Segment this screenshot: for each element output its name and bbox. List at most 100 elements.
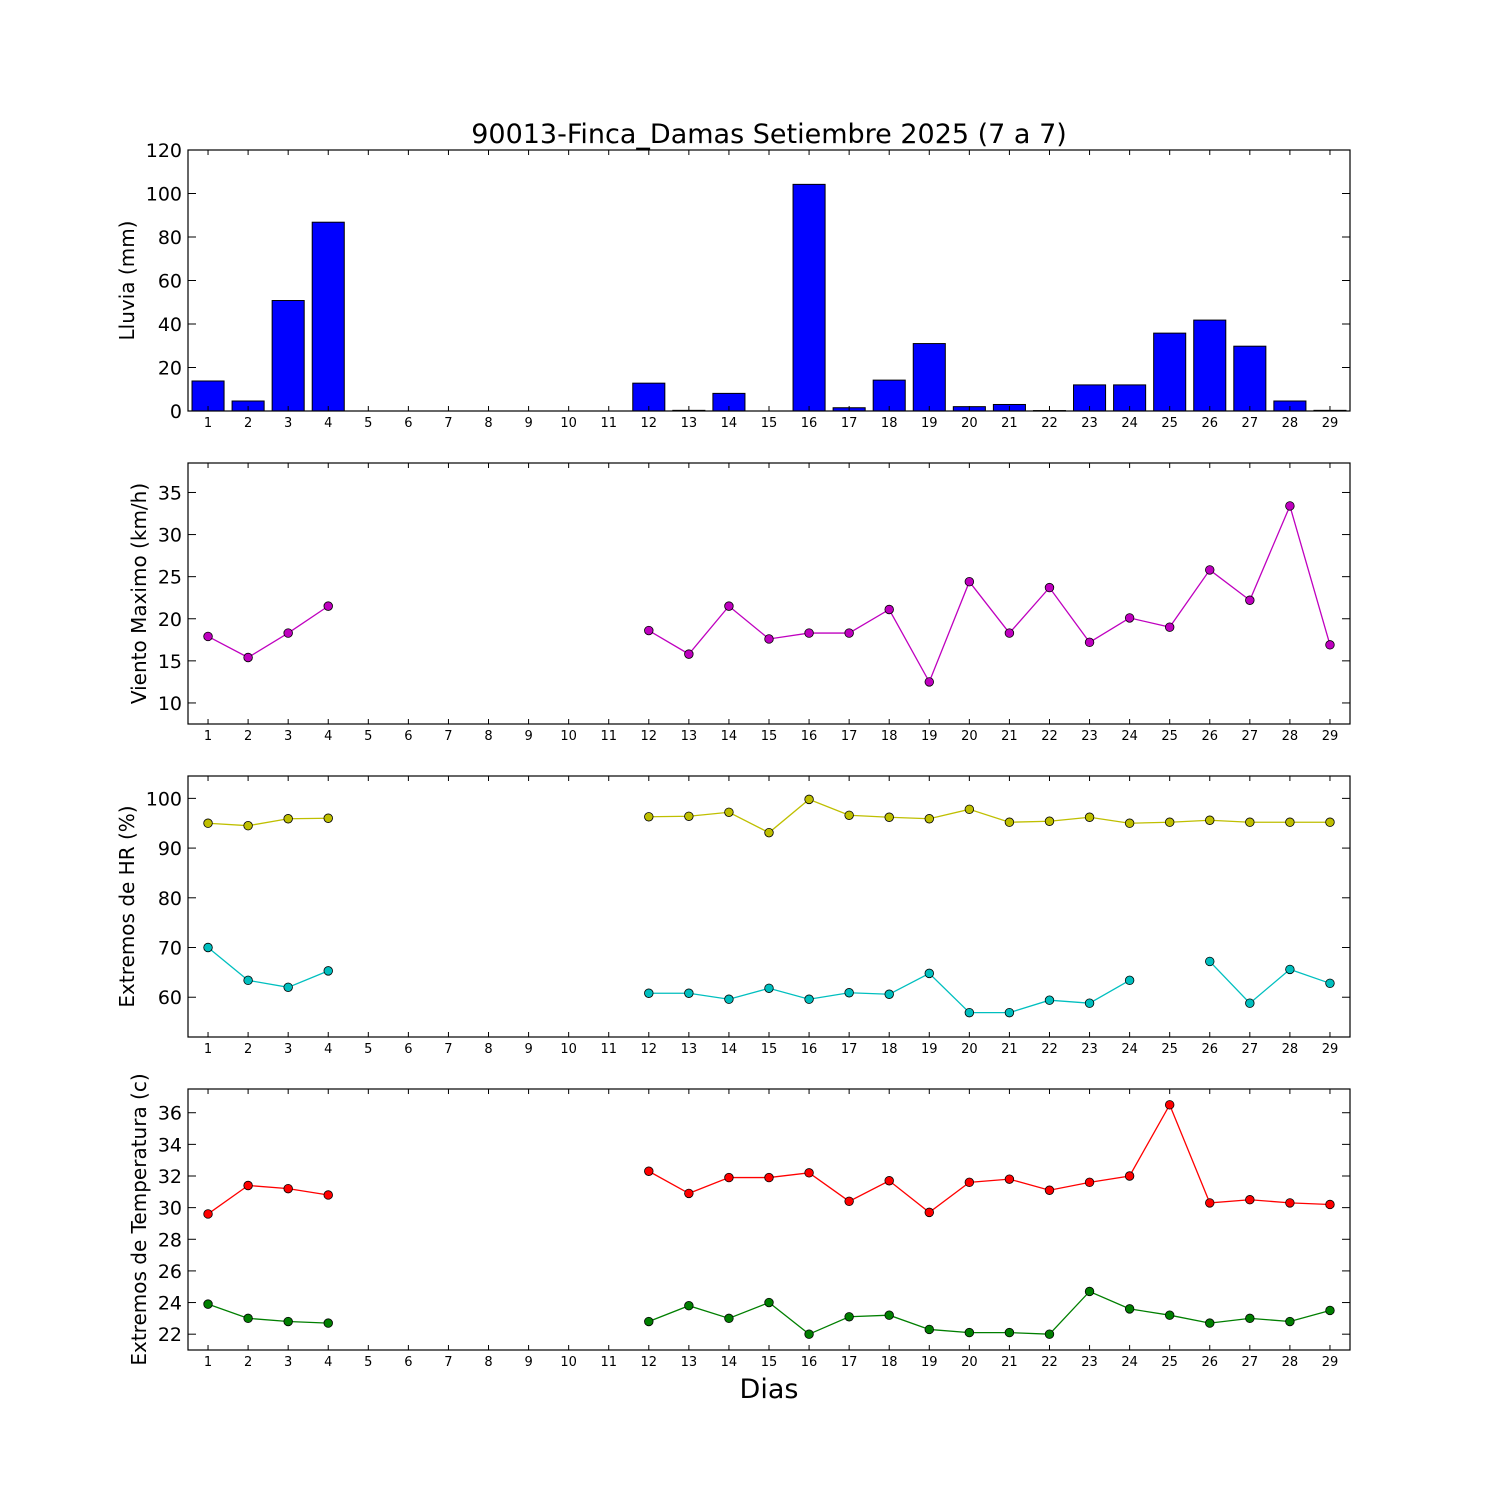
series-1-point-day-2: [243, 821, 253, 831]
y-axis-label: Extremos de Temperatura (c): [127, 1073, 151, 1365]
series-1-point-day-18: [884, 812, 894, 822]
bar-day-1: [191, 380, 225, 412]
y-tick-label: 70: [158, 938, 182, 960]
series-1-point-day-17: [844, 1196, 854, 1207]
series-1-point-day-1: [203, 818, 213, 828]
x-tick-label: 24: [1121, 1042, 1138, 1057]
y-tick-label: 60: [158, 271, 182, 293]
x-tick-label: 1: [204, 1042, 212, 1057]
series-1-point-day-15: [764, 827, 774, 838]
x-tick-label: 23: [1081, 1042, 1098, 1057]
bar-day-4: [311, 221, 345, 412]
x-tick-label: 28: [1282, 729, 1299, 744]
series-1-point-day-21: [1004, 817, 1015, 827]
series-2-point-day-21: [1004, 1007, 1015, 1018]
x-tick-label: 5: [364, 1042, 372, 1057]
series-1-point-day-24: [1124, 1171, 1135, 1181]
x-tick-label: 18: [881, 729, 898, 744]
series-1-point-day-28: [1285, 817, 1295, 827]
x-tick-label: 5: [364, 416, 372, 431]
series-1-point-day-13: [684, 1188, 694, 1199]
x-tick-label: 16: [801, 416, 818, 431]
series-1-point-day-25: [1164, 1100, 1175, 1110]
x-tick-label: 6: [404, 729, 412, 744]
series-1-point-day-3: [283, 1183, 293, 1194]
series-1-point-day-23: [1084, 637, 1095, 648]
series-2-point-day-13: [684, 1301, 694, 1311]
x-tick-label: 3: [284, 1042, 292, 1057]
series-2-point-day-23: [1084, 998, 1095, 1008]
x-tick-label: 10: [560, 729, 577, 744]
series-2-point-day-3: [283, 1316, 293, 1327]
series-1-point-day-28: [1285, 501, 1295, 511]
series-1-point-day-20: [964, 577, 975, 587]
series-1-point-day-22: [1044, 1185, 1055, 1195]
series-1-point-day-4: [323, 601, 333, 611]
series-1-point-day-12: [644, 812, 654, 822]
x-tick-label: 11: [600, 1042, 617, 1057]
x-tick-label: 6: [404, 1042, 412, 1057]
series-1-point-day-1: [203, 631, 213, 642]
x-tick-label: 4: [324, 1355, 332, 1370]
x-tick-label: 17: [841, 1355, 858, 1370]
bar-day-27: [1233, 345, 1267, 412]
y-tick-label: 120: [146, 140, 182, 162]
series-2-point-day-18: [884, 1310, 894, 1320]
series-1-point-day-24: [1124, 613, 1135, 623]
series-2-point-day-28: [1285, 1316, 1295, 1327]
series-1-point-day-19: [924, 677, 934, 687]
x-tick-label: 11: [600, 729, 617, 744]
y-tick-label: 24: [158, 1293, 182, 1315]
x-tick-label: 23: [1081, 416, 1098, 431]
x-tick-label: 13: [681, 729, 698, 744]
y-axis-label: Lluvia (mm): [115, 221, 139, 341]
series-2-point-day-3: [283, 982, 293, 992]
x-tick-label: 18: [881, 1355, 898, 1370]
series-1-point-day-2: [243, 652, 253, 663]
series-1-point-day-12: [644, 625, 654, 636]
x-tick-label: 13: [681, 416, 698, 431]
x-tick-label: 26: [1201, 416, 1218, 431]
x-tick-label: 24: [1121, 729, 1138, 744]
y-tick-label: 90: [158, 838, 182, 860]
series-1-point-day-3: [283, 628, 293, 638]
x-tick-label: 15: [761, 729, 778, 744]
series-2-point-day-26: [1205, 1318, 1215, 1328]
series-2-point-day-23: [1084, 1286, 1095, 1297]
series-2-point-day-27: [1245, 998, 1255, 1008]
x-tick-label: 28: [1282, 1355, 1299, 1370]
y-axis-label: Extremos de HR (%): [115, 805, 139, 1007]
x-tick-label: 20: [961, 729, 978, 744]
x-tick-label: 25: [1161, 1042, 1178, 1057]
x-tick-label: 16: [801, 1355, 818, 1370]
x-tick-label: 1: [204, 1355, 212, 1370]
x-tick-label: 2: [244, 729, 252, 744]
x-tick-label: 5: [364, 729, 372, 744]
y-tick-label: 80: [158, 227, 182, 249]
series-1-point-day-23: [1084, 812, 1095, 822]
series-1-point-day-13: [684, 811, 694, 821]
x-tick-label: 20: [961, 1355, 978, 1370]
series-1-point-day-21: [1004, 1174, 1015, 1184]
series-2-point-day-22: [1044, 1329, 1055, 1339]
series-1-point-day-17: [844, 628, 854, 638]
series-1-point-day-27: [1245, 1195, 1255, 1205]
x-tick-label: 15: [761, 1042, 778, 1057]
series-2-point-day-18: [884, 989, 894, 999]
x-tick-label: 10: [560, 1355, 577, 1370]
y-tick-label: 100: [146, 184, 182, 206]
series-1-point-day-18: [884, 1176, 894, 1186]
x-tick-label: 12: [641, 1355, 658, 1370]
x-tick-label: 19: [921, 729, 938, 744]
x-tick-label: 7: [444, 416, 452, 431]
series-2-point-day-24: [1124, 975, 1135, 986]
series-2-point-day-24: [1124, 1304, 1135, 1314]
x-tick-label: 8: [484, 1355, 492, 1370]
series-2-point-day-1: [203, 942, 213, 953]
x-tick-label: 15: [761, 416, 778, 431]
x-tick-label: 29: [1322, 416, 1339, 431]
series-1-point-day-22: [1044, 582, 1055, 593]
